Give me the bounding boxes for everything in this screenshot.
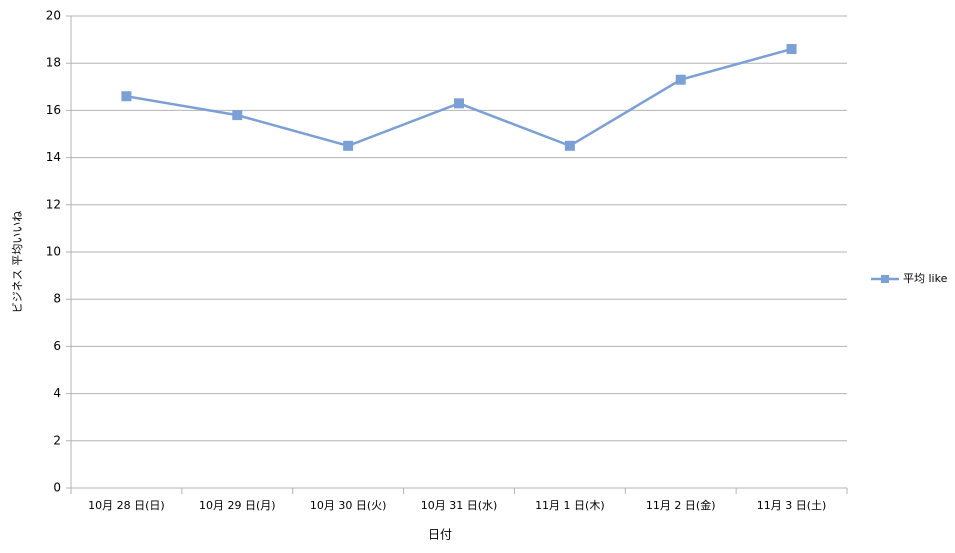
legend-label: 平均 like xyxy=(903,272,948,285)
x-tick-label: 10月 29 日(月) xyxy=(199,499,276,512)
point-marker xyxy=(786,44,797,55)
y-tick-label: 6 xyxy=(53,339,61,353)
y-tick-label: 8 xyxy=(53,292,61,306)
y-tick-label: 2 xyxy=(53,433,61,447)
y-axis-label: ビジネス 平均いいね xyxy=(11,211,24,314)
y-tick-label: 12 xyxy=(46,197,61,211)
y-tick-label: 16 xyxy=(46,103,61,117)
y-tick-label: 4 xyxy=(53,386,61,400)
x-tick-label: 10月 31 日(水) xyxy=(421,499,498,512)
point-marker xyxy=(121,91,132,102)
y-tick-label: 20 xyxy=(46,9,61,23)
x-tick-label: 11月 2 日(金) xyxy=(646,498,716,512)
legend-marker xyxy=(881,275,889,283)
y-tick-label: 0 xyxy=(53,481,61,495)
x-axis-label: 日付 xyxy=(428,528,452,542)
point-marker xyxy=(343,140,354,151)
point-marker xyxy=(454,98,464,109)
x-tick-label: 10月 28 日(日) xyxy=(88,499,165,512)
y-tick-label: 14 xyxy=(46,150,61,164)
x-tick-label: 11月 1 日(木) xyxy=(535,499,605,512)
x-tick-label: 11月 3 日(土) xyxy=(757,499,827,512)
x-tick-label: 10月 30 日(火) xyxy=(310,499,387,512)
point-marker xyxy=(232,110,243,121)
point-marker xyxy=(564,140,575,151)
y-tick-label: 10 xyxy=(46,245,61,259)
y-tick-label: 18 xyxy=(46,56,61,70)
point-marker xyxy=(675,74,686,85)
